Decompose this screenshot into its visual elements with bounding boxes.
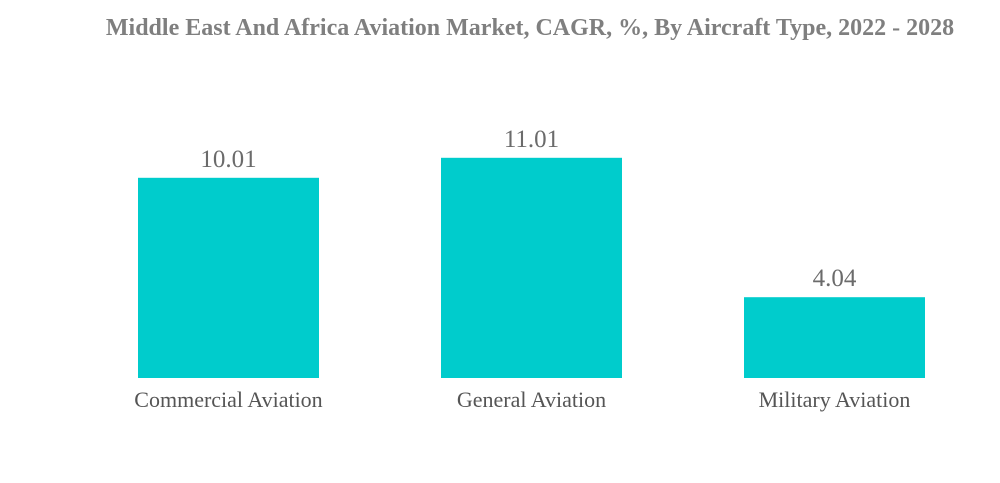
x-tick-label: Military Aviation <box>759 387 911 412</box>
bar-general-aviation <box>441 157 622 378</box>
bar-commercial-aviation <box>138 177 319 378</box>
data-label: 11.01 <box>504 126 559 153</box>
data-label: 4.04 <box>813 265 857 292</box>
bar-military-aviation <box>744 297 925 378</box>
x-tick-label: Commercial Aviation <box>134 387 322 412</box>
data-label: 10.01 <box>200 146 256 173</box>
x-tick-label: General Aviation <box>457 387 606 412</box>
chart-title: Middle East And Africa Aviation Market, … <box>105 15 955 41</box>
